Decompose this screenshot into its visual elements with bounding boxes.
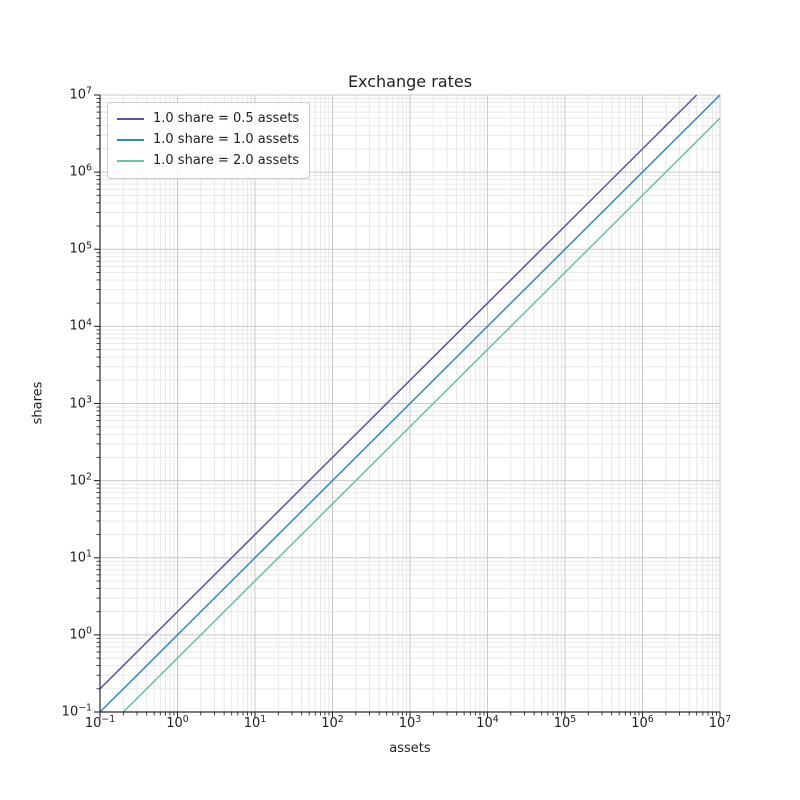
series-line-2	[122, 117, 721, 713]
x-tick-label: 101	[243, 714, 267, 731]
series-line-1	[99, 94, 721, 713]
y-tick-label: 104	[69, 317, 93, 334]
y-tick-label: 106	[69, 162, 93, 180]
x-tick-label: 106	[631, 714, 654, 731]
x-tick-label: 100	[166, 714, 189, 731]
legend-item-label: 1.0 share = 1.0 assets	[153, 131, 300, 147]
y-tick-label: 105	[69, 240, 93, 257]
x-tick-label: 105	[553, 714, 577, 731]
legend: 1.0 share = 0.5 assets 1.0 share = 1.0 as…	[107, 102, 311, 179]
y-tick-label: 101	[69, 548, 93, 566]
legend-line-swatch	[117, 139, 144, 142]
x-tick-label: 104	[476, 714, 499, 731]
legend-item-label: 1.0 share = 0.5 assets	[153, 111, 300, 126]
y-axis-label: shares	[30, 381, 46, 425]
x-tick-label: 107	[708, 714, 732, 731]
x-tick-label: 10−1	[84, 714, 116, 731]
chart-title: Exchange rates	[347, 72, 473, 91]
series-line-0	[99, 94, 698, 690]
legend-line-swatch	[117, 118, 144, 121]
x-axis-label: assets	[389, 741, 431, 756]
legend-item: 1.0 share = 0.5 assets	[117, 109, 299, 130]
legend-item-label: 1.0 share = 2.0 assets	[153, 152, 300, 168]
x-tick-label: 103	[398, 714, 422, 731]
y-tick-label: 10−1	[61, 702, 92, 720]
y-tick-label: 103	[69, 394, 93, 411]
y-tick-label: 107	[69, 85, 93, 103]
legend-item: 1.0 share = 2.0 assets	[117, 151, 299, 172]
legend-item: 1.0 share = 1.0 assets	[117, 130, 299, 151]
legend-line-swatch	[117, 160, 144, 163]
x-tick-label: 102	[321, 714, 344, 731]
y-tick-label: 102	[69, 471, 93, 489]
y-tick-label: 100	[69, 625, 93, 643]
